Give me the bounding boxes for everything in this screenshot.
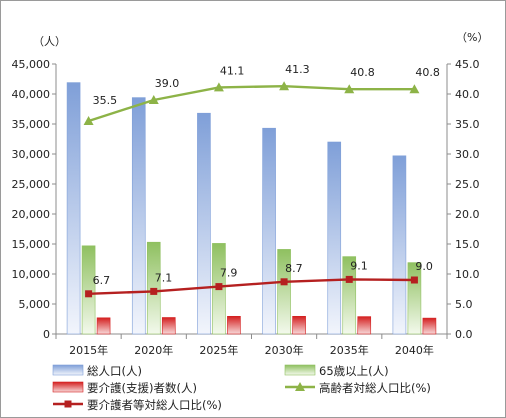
legend-label: 65歳以上(人) (319, 364, 389, 378)
x-tick-label: 2015年 (69, 343, 108, 357)
left-tick-label: 5,000 (19, 298, 51, 311)
x-tick-label: 2040年 (395, 343, 434, 357)
bar-3 (161, 317, 176, 335)
bar-1 (131, 97, 146, 335)
left-tick-label: 10,000 (12, 268, 51, 281)
legend-label: 要介護者等対総人口比(%) (87, 398, 222, 412)
bar-2 (81, 245, 96, 335)
square-marker (215, 283, 223, 291)
left-tick-label: 40,000 (12, 88, 51, 101)
right-axis-unit: （%） (456, 31, 488, 44)
bar-1 (66, 82, 81, 335)
right-tick-label: 25.0 (455, 178, 480, 191)
x-tick-label: 2030年 (265, 343, 304, 357)
x-tick-label: 2020年 (134, 343, 173, 357)
legend-marker (64, 400, 72, 408)
left-tick-label: 20,000 (12, 208, 51, 221)
legend-label: 要介護(支援)者数(人) (87, 381, 197, 395)
square-marker (410, 276, 418, 284)
right-tick-label: 5.0 (455, 298, 473, 311)
data-label: 40.8 (350, 66, 375, 79)
bar-2 (277, 249, 291, 335)
left-tick-label: 45,000 (12, 58, 51, 71)
triangle-marker (344, 84, 355, 94)
x-tick-label: 2025年 (199, 343, 238, 357)
square-marker (85, 290, 93, 298)
bar-1 (392, 155, 407, 335)
data-label: 41.3 (285, 63, 310, 76)
triangle-marker (148, 95, 159, 104)
data-label: 40.8 (415, 66, 440, 79)
bar-3 (422, 317, 437, 335)
bar-2 (407, 262, 422, 335)
data-label: 39.0 (155, 77, 180, 90)
bar-3 (96, 317, 111, 335)
data-label: 8.7 (285, 262, 303, 275)
triangle-marker (409, 84, 420, 94)
data-label: 7.9 (220, 267, 238, 280)
bar-3 (292, 315, 306, 335)
right-tick-label: 10.0 (455, 268, 480, 281)
legend-swatch (52, 364, 84, 376)
right-tick-label: 20.0 (455, 208, 480, 221)
square-marker (150, 287, 158, 295)
bar-3 (227, 315, 241, 335)
left-tick-label: 35,000 (12, 118, 51, 131)
bar-1 (262, 127, 276, 335)
legend-swatch (284, 364, 316, 376)
legend-marker (295, 382, 305, 391)
triangle-marker (213, 82, 224, 92)
square-marker (345, 275, 353, 283)
legend-swatch (52, 381, 84, 393)
bar-3 (357, 316, 372, 335)
data-label: 7.1 (155, 271, 173, 284)
triangle-marker (279, 81, 290, 91)
data-label: 9.1 (350, 259, 368, 272)
data-label: 9.0 (415, 260, 433, 273)
right-tick-label: 45.0 (455, 58, 480, 71)
right-tick-label: 30.0 (455, 148, 480, 161)
right-tick-label: 35.0 (455, 118, 480, 131)
left-tick-label: 0 (43, 328, 50, 341)
left-tick-label: 30,000 (12, 148, 51, 161)
left-tick-label: 25,000 (12, 178, 51, 191)
line-series-2 (88, 278, 415, 295)
right-tick-label: 40.0 (455, 88, 480, 101)
right-tick-label: 0.0 (455, 328, 473, 341)
legend-label: 総人口(人) (87, 364, 142, 378)
data-label: 6.7 (93, 274, 111, 287)
left-tick-label: 15,000 (12, 238, 51, 251)
bar-1 (327, 141, 342, 335)
square-marker (280, 278, 288, 286)
left-axis-unit: （人） (33, 35, 66, 48)
data-label: 41.1 (220, 64, 245, 77)
legend-label: 高齢者対総人口比(%) (319, 381, 431, 395)
data-label: 35.5 (93, 94, 118, 107)
line-series-1 (88, 84, 415, 123)
bar-1 (197, 112, 211, 335)
x-tick-label: 2035年 (330, 343, 369, 357)
triangle-marker (83, 116, 94, 125)
right-tick-label: 15.0 (455, 238, 480, 251)
